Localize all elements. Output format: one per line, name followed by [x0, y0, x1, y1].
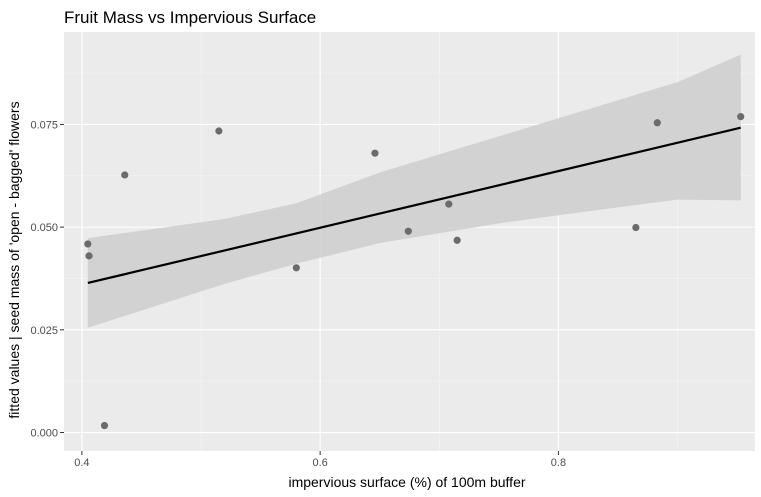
data-point: [653, 119, 661, 127]
data-point: [121, 171, 129, 179]
x-axis-label: impervious surface (%) of 100m buffer: [288, 474, 525, 490]
data-point: [632, 223, 640, 232]
grid-major: [64, 32, 755, 451]
data-point: [371, 149, 379, 157]
chart-title: Fruit Mass vs Impervious Surface: [64, 8, 316, 27]
x-tick-label: 0.8: [551, 457, 566, 469]
data-point: [100, 421, 109, 430]
x-tick-label: 0.6: [312, 457, 327, 469]
y-tick-label: 0.025: [30, 325, 58, 337]
data-points: [84, 113, 745, 430]
y-tick-label: 0.050: [30, 222, 58, 234]
fit-line: [87, 126, 741, 285]
data-point: [85, 252, 93, 260]
y-axis-label: fitted values | seed mass of 'open - bag…: [6, 101, 22, 418]
y-axis-ticks: 0.000 0.025 0.050 0.075: [30, 119, 64, 440]
data-point: [292, 264, 300, 272]
data-point: [737, 113, 745, 121]
x-axis-ticks: 0.4 0.6 0.8: [74, 451, 566, 469]
y-tick-label: 0.000: [30, 428, 58, 440]
data-point: [445, 200, 453, 208]
data-point: [404, 227, 412, 235]
data-point: [84, 240, 92, 248]
confidence-band: [87, 54, 741, 328]
data-point: [453, 236, 461, 244]
y-tick-label: 0.075: [30, 119, 58, 131]
data-point: [215, 127, 223, 135]
x-tick-label: 0.4: [74, 457, 89, 469]
